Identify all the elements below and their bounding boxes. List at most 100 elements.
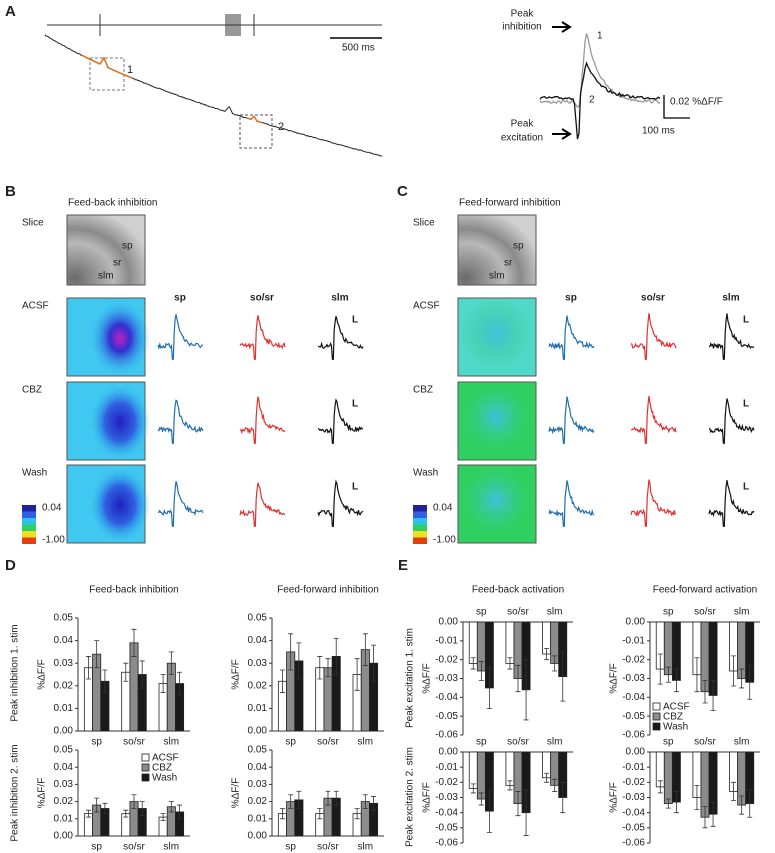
response-trace xyxy=(708,480,755,527)
y-tick-label: -0.05 xyxy=(435,711,458,722)
x-tick-label: sp xyxy=(285,842,296,853)
arrow xyxy=(552,128,572,140)
error-bar xyxy=(515,791,521,817)
scale-mark: L xyxy=(352,315,358,326)
y-axis-label: %ΔF/F xyxy=(609,782,620,813)
error-bar xyxy=(657,780,663,794)
error-bar xyxy=(371,644,377,682)
error-bar xyxy=(139,660,145,689)
x-tick-label: so/sr xyxy=(317,842,339,853)
y-tick-label: 0.01 xyxy=(54,703,74,714)
colorbar-label: -1.00 xyxy=(433,535,456,546)
colorbar xyxy=(413,537,427,544)
y-tick-label: 0.01 xyxy=(248,813,268,824)
error-bar xyxy=(354,808,360,820)
error-bar xyxy=(665,666,671,683)
x-tick-label: slm xyxy=(358,842,374,853)
chart-title: Feed-back inhibition xyxy=(89,585,179,596)
heatmap-blob xyxy=(90,300,150,376)
error-bar xyxy=(168,651,174,675)
root: A B C D E 500 ms 1 2 Peak inhibition Peak excitatio… xyxy=(5,3,760,853)
error-bar xyxy=(102,802,108,815)
x-tick-label: sp xyxy=(476,737,487,748)
error-bar xyxy=(552,655,558,672)
legend-label: CBZ xyxy=(152,763,172,774)
error-bar xyxy=(515,664,521,693)
y-tick-label: -0.01 xyxy=(622,762,645,773)
colorbar xyxy=(22,518,36,525)
colorbar xyxy=(413,505,427,512)
response-trace xyxy=(317,316,364,360)
x-tick-label: so/sr xyxy=(123,737,145,748)
y-tick-label: -0.01 xyxy=(435,762,458,773)
panel-label: B xyxy=(5,183,16,200)
error-bar xyxy=(702,806,708,829)
error-bar xyxy=(94,797,100,813)
colorbar xyxy=(413,524,427,531)
legend-swatch xyxy=(652,722,661,731)
error-bar xyxy=(560,781,566,814)
y-tick-label: 0.02 xyxy=(248,680,268,691)
y-tick-label: 0.05 xyxy=(248,613,268,624)
y-tick-label: 0.00 xyxy=(248,726,268,737)
y-tick-label: -0.06 xyxy=(435,838,458,849)
column-header: sp xyxy=(565,293,577,304)
y-tick-label: -0.02 xyxy=(622,777,645,788)
error-bar xyxy=(665,798,671,809)
slice-label: slm xyxy=(98,271,114,282)
colorbar xyxy=(413,531,427,538)
error-bar xyxy=(131,794,137,809)
legend-swatch xyxy=(141,773,150,782)
error-bar xyxy=(544,647,550,661)
legend-swatch xyxy=(141,753,150,762)
trace-label: 2 xyxy=(589,95,595,106)
response-trace xyxy=(548,315,595,360)
bar xyxy=(505,751,515,786)
y-tick-label: 0.05 xyxy=(248,745,268,756)
y-tick-label: -0.03 xyxy=(622,673,645,684)
y-tick-label: 0.04 xyxy=(54,762,74,773)
trace-label: 1 xyxy=(597,31,603,42)
x-tick-label: so/sr xyxy=(123,842,145,853)
x-tick-label: sp xyxy=(663,737,674,748)
box-label: 2 xyxy=(278,121,284,133)
error-bar xyxy=(288,633,294,671)
column-header: so/sr xyxy=(250,293,274,304)
response-trace xyxy=(708,398,755,444)
error-bar xyxy=(168,801,174,813)
y-axis-label: %ΔF/F xyxy=(609,663,620,694)
x-tick-label: slm xyxy=(547,607,563,618)
y-tick-label: -0.04 xyxy=(622,807,645,818)
response-trace xyxy=(708,313,755,360)
x-tick-label: sp xyxy=(476,607,487,618)
error-bar xyxy=(317,656,323,680)
scale-mark: L xyxy=(743,399,749,410)
error-bar xyxy=(160,813,166,821)
row-label: CBZ xyxy=(413,385,433,396)
scale-label: 0.02 %ΔF/F xyxy=(670,97,723,108)
error-bar xyxy=(552,778,558,792)
error-bar xyxy=(279,808,285,820)
legend-swatch xyxy=(141,763,150,772)
y-axis-label: %ΔF/F xyxy=(422,782,433,813)
slice-label: sr xyxy=(113,258,122,269)
slice-label: sr xyxy=(504,258,513,269)
error-bar xyxy=(739,668,745,689)
error-bar xyxy=(507,780,513,791)
scale-bar xyxy=(663,95,690,119)
colorbar-label: -1.00 xyxy=(42,535,65,546)
x-tick-label: sp xyxy=(91,842,102,853)
legend-label: ACSF xyxy=(152,753,179,764)
row-label: ACSF xyxy=(22,301,49,312)
y-axis-label: %ΔF/F xyxy=(37,659,48,690)
panel-label: E xyxy=(398,557,408,574)
panel-title: Feed-forward inhibition xyxy=(459,198,561,209)
x-tick-label: slm xyxy=(734,737,750,748)
row-label: Peak excitation 2. stim xyxy=(405,747,416,847)
error-bar xyxy=(177,804,183,820)
box-label: 1 xyxy=(127,64,133,76)
y-tick-label: -0.04 xyxy=(435,807,458,818)
error-bar xyxy=(85,656,91,680)
y-tick-label: 0.02 xyxy=(54,680,74,691)
error-bar xyxy=(470,657,476,670)
